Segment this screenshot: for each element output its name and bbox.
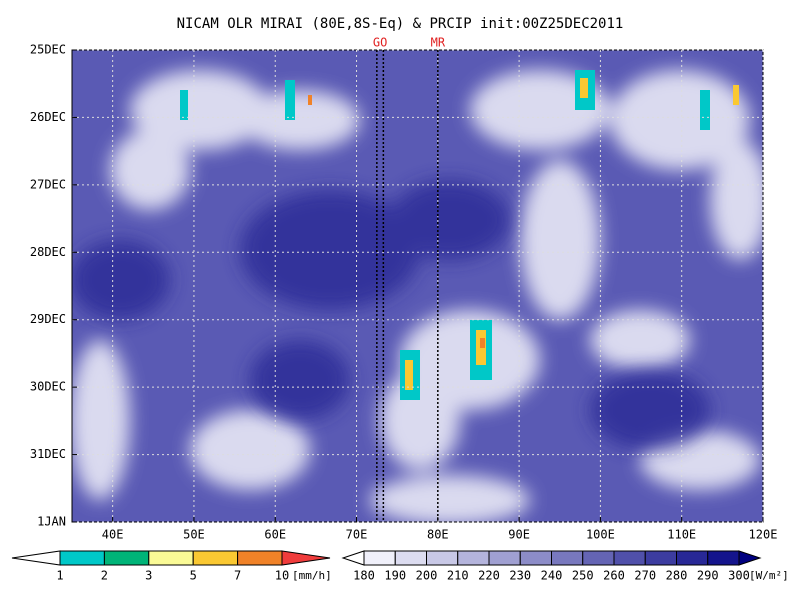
colorbar-box <box>426 550 459 566</box>
colorbar-label: 5 <box>190 569 197 583</box>
colorbar-box <box>644 550 677 566</box>
colorbar-label: 190 <box>384 569 406 583</box>
colorbar-triangle <box>281 550 331 566</box>
colorbar-label: 200 <box>416 569 438 583</box>
colorbar-label: 3 <box>145 569 152 583</box>
colorbar-box <box>613 550 646 566</box>
colorbar-box <box>676 550 709 566</box>
colorbar-box <box>363 550 396 566</box>
y-tick-label: 29DEC <box>30 312 66 326</box>
colorbar-label: 240 <box>541 569 563 583</box>
colorbar-triangle <box>341 550 365 566</box>
colorbar-box <box>237 550 283 566</box>
x-tick-label: 40E <box>102 528 124 542</box>
colorbar-triangle <box>11 550 61 566</box>
x-tick-label: 50E <box>183 528 205 542</box>
colorbar-label: 230 <box>509 569 531 583</box>
colorbar-box <box>519 550 552 566</box>
colorbar-label: 250 <box>572 569 594 583</box>
colorbar-box <box>488 550 521 566</box>
colorbar-unit: [mm/h] <box>292 569 332 582</box>
colorbar-box <box>582 550 615 566</box>
x-tick-label: 60E <box>264 528 286 542</box>
colorbar-triangle <box>738 550 762 566</box>
x-tick-label: 110E <box>667 528 696 542</box>
y-tick-label: 31DEC <box>30 447 66 461</box>
colorbar-label: 1 <box>56 569 63 583</box>
colorbar-box <box>148 550 194 566</box>
x-tick-label: 80E <box>427 528 449 542</box>
colorbar-box <box>551 550 584 566</box>
y-tick-label: 25DEC <box>30 43 66 57</box>
colorbar-box <box>707 550 740 566</box>
colorbar-label: 270 <box>634 569 656 583</box>
colorbar-unit: [W/m²] <box>749 569 789 582</box>
x-tick-label: 70E <box>346 528 368 542</box>
colorbar-label: 220 <box>478 569 500 583</box>
x-tick-label: 100E <box>586 528 615 542</box>
y-tick-label: 28DEC <box>30 245 66 259</box>
y-tick-label: 27DEC <box>30 177 66 191</box>
chart-title: NICAM OLR MIRAI (80E,8S-Eq) & PRCIP init… <box>177 16 624 32</box>
y-tick-label: 30DEC <box>30 380 66 394</box>
x-tick-label: 90E <box>508 528 530 542</box>
colorbar-label: 7 <box>234 569 241 583</box>
colorbar-box <box>59 550 105 566</box>
colorbar-label: 2 <box>101 569 108 583</box>
colorbar-label: 300 <box>728 569 750 583</box>
colorbar-label: 290 <box>697 569 719 583</box>
colorbar-box <box>457 550 490 566</box>
colorbar-label: 10 <box>275 569 289 583</box>
colorbar-label: 210 <box>447 569 469 583</box>
colorbar-box <box>394 550 427 566</box>
y-tick-label: 1JAN <box>37 515 66 529</box>
colorbar-label: 260 <box>603 569 625 583</box>
colorbar-label: 180 <box>353 569 375 583</box>
colorbar-label: 280 <box>666 569 688 583</box>
marker-label: MR <box>431 36 446 50</box>
field <box>72 50 763 522</box>
x-tick-label: 120E <box>749 528 778 542</box>
y-tick-label: 26DEC <box>30 110 66 124</box>
colorbar-box <box>192 550 239 566</box>
colorbar-box <box>103 550 150 566</box>
marker-label: GO <box>373 36 387 50</box>
